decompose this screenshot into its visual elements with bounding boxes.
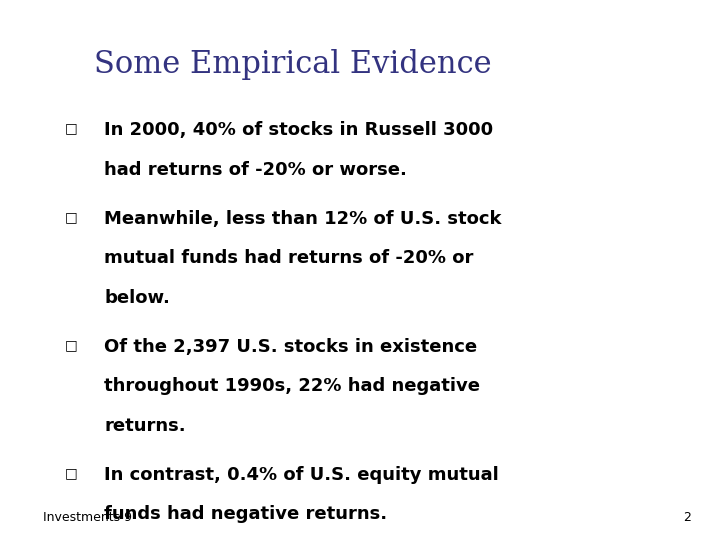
Text: □: □ — [65, 466, 78, 480]
Text: Of the 2,397 U.S. stocks in existence: Of the 2,397 U.S. stocks in existence — [104, 338, 477, 356]
Text: mutual funds had returns of -20% or: mutual funds had returns of -20% or — [104, 249, 474, 267]
Text: funds had negative returns.: funds had negative returns. — [104, 505, 387, 523]
Text: Some Empirical Evidence: Some Empirical Evidence — [94, 49, 491, 79]
Text: returns.: returns. — [104, 417, 186, 435]
Text: below.: below. — [104, 289, 170, 307]
Text: Meanwhile, less than 12% of U.S. stock: Meanwhile, less than 12% of U.S. stock — [104, 210, 502, 228]
Text: throughout 1990s, 22% had negative: throughout 1990s, 22% had negative — [104, 377, 480, 395]
Text: had returns of -20% or worse.: had returns of -20% or worse. — [104, 161, 408, 179]
Text: 2: 2 — [683, 511, 691, 524]
Text: □: □ — [65, 122, 78, 136]
Text: Investments 9: Investments 9 — [43, 511, 132, 524]
Text: □: □ — [65, 338, 78, 352]
Text: In 2000, 40% of stocks in Russell 3000: In 2000, 40% of stocks in Russell 3000 — [104, 122, 493, 139]
Text: In contrast, 0.4% of U.S. equity mutual: In contrast, 0.4% of U.S. equity mutual — [104, 466, 499, 484]
Text: □: □ — [65, 210, 78, 224]
